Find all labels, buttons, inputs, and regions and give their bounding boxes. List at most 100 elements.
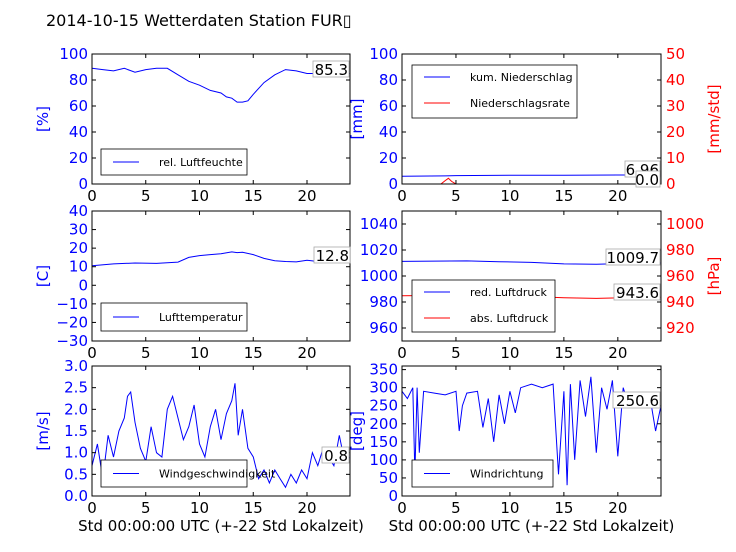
legend: red. Luftdruck abs. Luftdruck (411, 279, 556, 333)
x-tick-label: 0 (397, 187, 407, 205)
y-axis-label: [%] (34, 106, 52, 132)
y2-tick-label: 40 (666, 71, 685, 89)
legend: Windgeschwindigkeit (100, 459, 276, 488)
y2-tick-label: 940 (666, 293, 695, 311)
x-tick-label: 15 (554, 187, 573, 205)
y-tick-label: 200 (369, 415, 398, 433)
y2-tick-label: 920 (666, 319, 695, 337)
y-tick-label: 60 (69, 97, 88, 115)
y-tick-label: 10 (69, 258, 88, 276)
y-tick-label: −30 (56, 332, 88, 350)
y2-tick-label: 20 (666, 123, 685, 141)
x-tick-label: 5 (141, 187, 151, 205)
x-axis-label: Std 00:00:00 UTC (+-22 Std Lokalzeit) (389, 517, 675, 535)
y-tick-label: 0 (78, 175, 88, 193)
legend-frame (411, 64, 578, 119)
x-tick-label: 15 (244, 187, 263, 205)
legend-entry: red. Luftdruck (470, 286, 547, 299)
y-tick-label: 0.5 (64, 465, 88, 483)
value-label-box (635, 170, 661, 188)
panel-temperature: 0 5 10 15 20−30−20−10010203040[C]Lufttempera… (34, 202, 351, 362)
y-tick-label: 60 (379, 97, 398, 115)
y-axis-label: [C] (34, 265, 52, 287)
x-tick-label: 20 (608, 187, 627, 205)
y2-tick-label: 0 (666, 175, 676, 193)
x-tick-label: 20 (608, 499, 627, 517)
value-label: 0.0 (635, 171, 659, 189)
y2-tick-label: 960 (666, 267, 695, 285)
series-line-1 (91, 383, 351, 489)
y2-tick-label: 1000 (666, 215, 704, 233)
x-tick-label: 0 (397, 499, 407, 517)
y-tick-label: 20 (69, 149, 88, 167)
x-tick-label: 0 (87, 344, 97, 362)
value-label: 0.8 (324, 447, 348, 465)
legend-entry: abs. Luftdruck (470, 312, 549, 325)
y2-tick-label: 980 (666, 241, 695, 259)
series-line-1 (91, 67, 350, 103)
legend: Lufttemperatur (100, 302, 248, 332)
y-tick-label: 80 (379, 71, 398, 89)
x-tick-label: 15 (554, 344, 573, 362)
x-tick-label: 10 (190, 344, 209, 362)
y-tick-label: 2.5 (64, 379, 88, 397)
y-tick-label: −10 (56, 295, 88, 313)
x-tick-label: 0 (87, 187, 97, 205)
value-label-box (613, 283, 661, 301)
legend-entry: Niederschlagsrate (470, 97, 570, 110)
y-tick-label: 50 (379, 469, 398, 487)
figure-title: 2014-10-15 Wetterdaten Station FUR▯ (46, 11, 352, 30)
y-tick-label: 0 (78, 276, 88, 294)
x-tick-label: 20 (297, 499, 316, 517)
y-tick-label: 40 (69, 123, 88, 141)
value-label-box (612, 391, 661, 409)
x-tick-label: 15 (244, 344, 263, 362)
x-tick-label: 10 (500, 499, 519, 517)
x-tick-label: 10 (500, 187, 519, 205)
x-tick-label: 20 (297, 187, 316, 205)
x-tick-label: 20 (297, 344, 316, 362)
x-tick-label: 10 (500, 344, 519, 362)
y-tick-label: 300 (369, 379, 398, 397)
y-tick-label: 100 (59, 45, 88, 63)
value-label: 85.3 (315, 61, 348, 79)
plot-frame (91, 53, 351, 185)
y-tick-label: 350 (369, 361, 398, 379)
y2-axis-label: [hPa] (705, 257, 723, 296)
x-tick-label: 5 (451, 499, 461, 517)
y-tick-label: 960 (369, 319, 398, 337)
x-tick-label: 5 (141, 499, 151, 517)
panel-pressure: 0 5 10 15 20 960 980 1000 1020 1040 920 940 960 980 10… (360, 210, 723, 362)
value-label: 250.6 (616, 392, 659, 410)
series-line-1 (401, 376, 662, 486)
y2-tick-label: 50 (666, 45, 685, 63)
x-tick-label: 5 (141, 344, 151, 362)
value-label-box (321, 446, 350, 464)
x-tick-label: 15 (244, 499, 263, 517)
y-tick-label: 2.0 (64, 400, 88, 418)
y-tick-label: 0 (388, 175, 398, 193)
x-tick-label: 0 (397, 344, 407, 362)
y-tick-label: 1040 (360, 215, 398, 233)
y-tick-label: 980 (369, 293, 398, 311)
legend-entry: Lufttemperatur (159, 311, 243, 324)
y-tick-label: 150 (369, 433, 398, 451)
legend-entry: Windrichtung (470, 468, 543, 481)
x-tick-label: 5 (451, 187, 461, 205)
panel-humidity: 0 5 10 15 20 0 20 40 60 80 100 [%] rel. Luftfeuchte 8… (34, 45, 351, 205)
y-axis-label: [deg] (348, 411, 366, 451)
y-tick-label: 0.0 (64, 487, 88, 505)
y-tick-label: 20 (379, 149, 398, 167)
legend-entry: kum. Niederschlag (470, 71, 573, 84)
series-line-1 (91, 251, 350, 267)
y-tick-label: 1020 (360, 241, 398, 259)
series-line-1 (401, 174, 661, 177)
y-tick-label: 3.0 (64, 357, 88, 375)
y-tick-label: −20 (56, 313, 88, 331)
legend-frame (411, 279, 556, 333)
x-tick-label: 5 (451, 344, 461, 362)
series-line-2 (402, 177, 661, 185)
